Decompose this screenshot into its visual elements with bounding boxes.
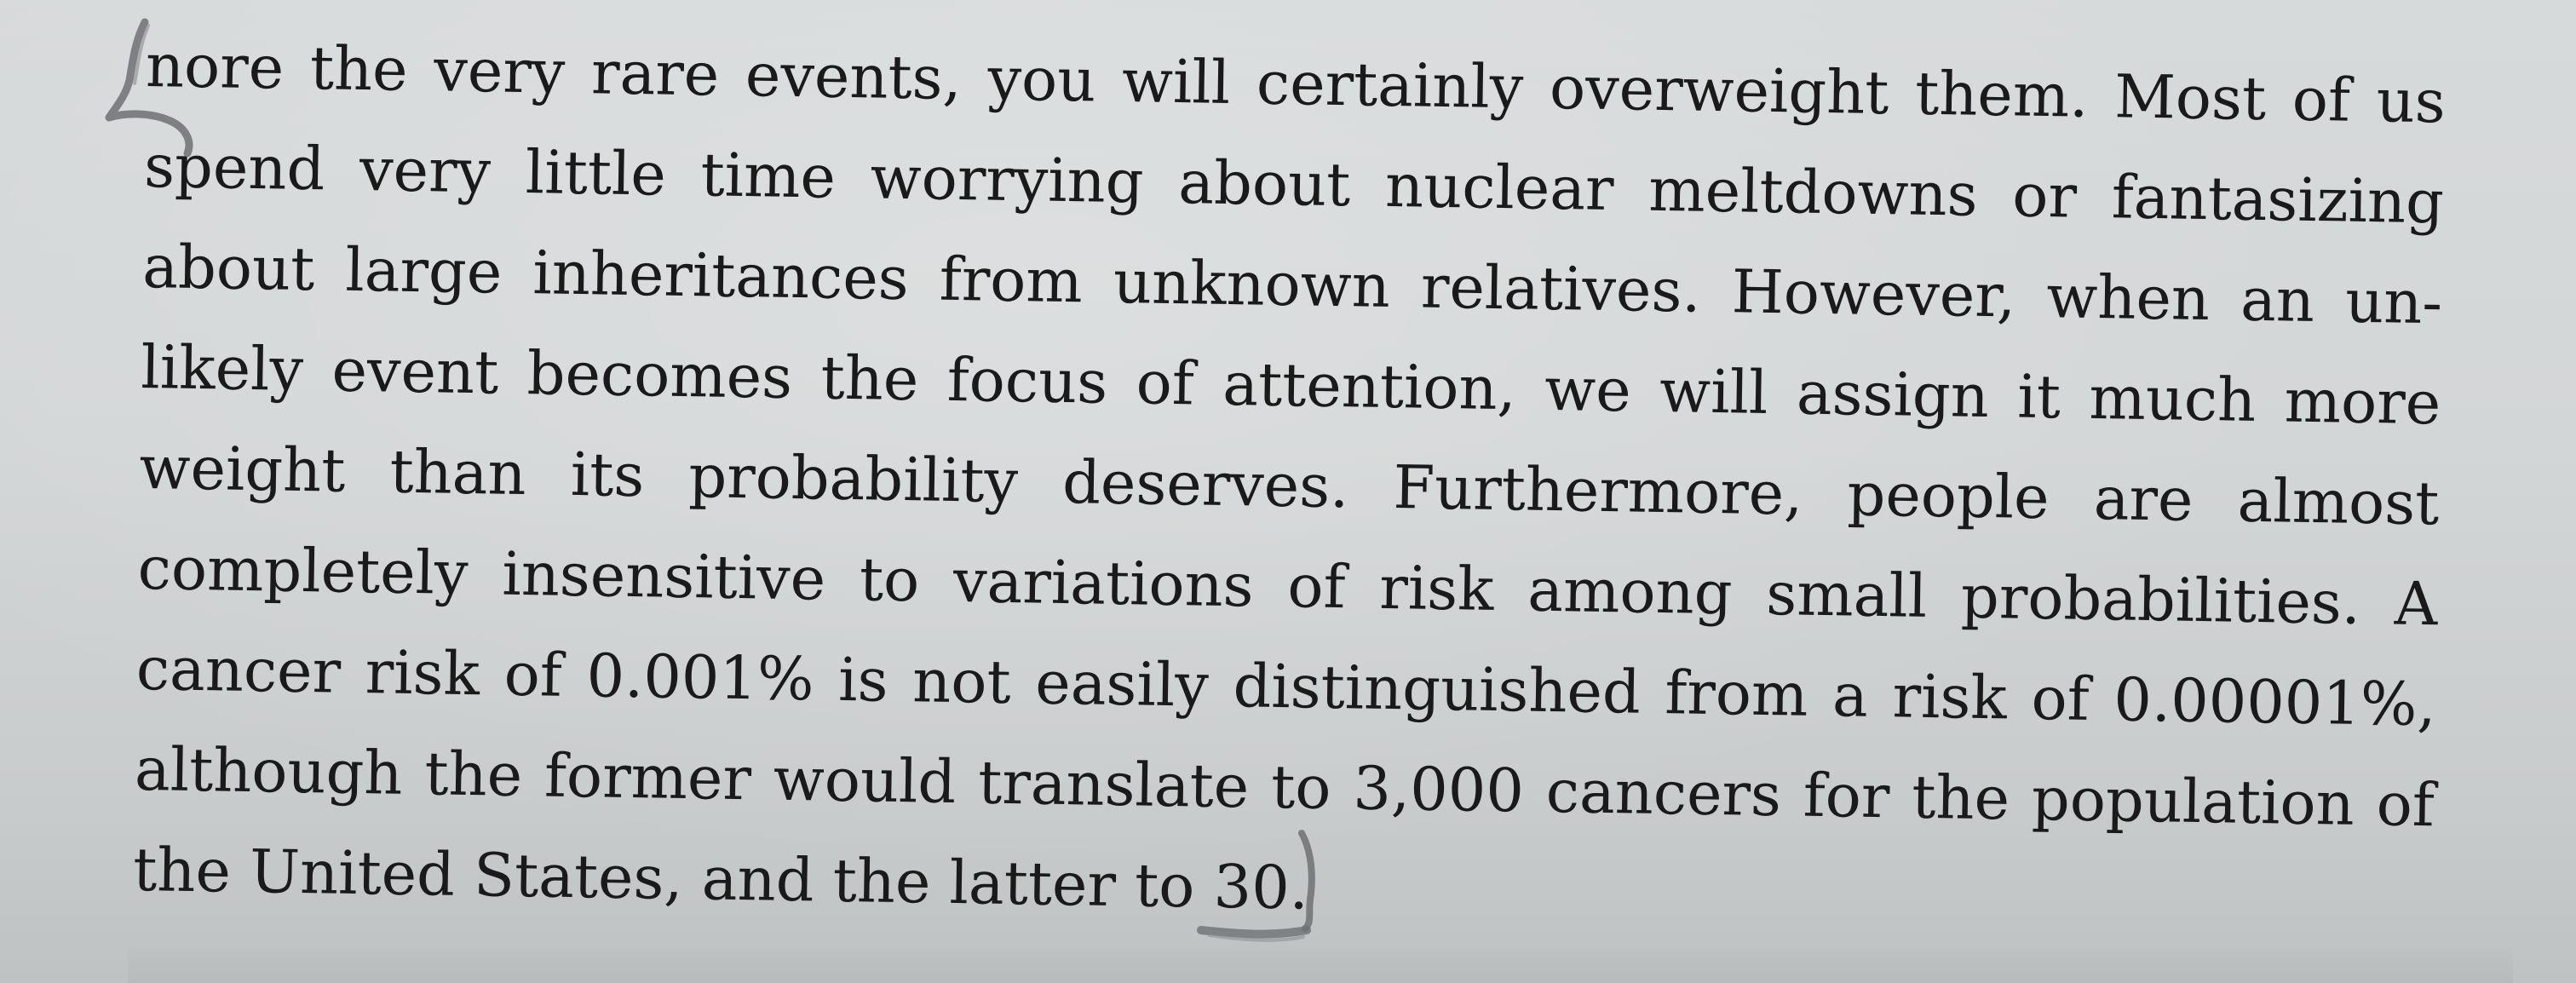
pencil-bracket-open-icon	[105, 18, 193, 158]
pencil-bracket-close-icon	[1197, 830, 1315, 942]
body-paragraph: nore the very rare events, you will cert…	[132, 15, 2447, 956]
page-bottom-shadow	[128, 937, 2513, 983]
